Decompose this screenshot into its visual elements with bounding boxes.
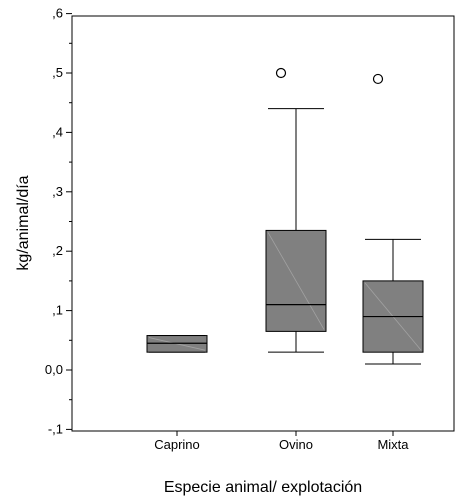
y-tick-label: ,4 (52, 124, 63, 139)
x-tick-label: Caprino (154, 437, 200, 452)
y-tick-label: ,1 (52, 303, 63, 318)
outlier-point (275, 67, 287, 79)
box-diagonal (267, 232, 325, 330)
chart-marks: ,6 ,5 ,4 ,3 ,2 ,1 0,0 -,1 Caprino Ovino Mixta (45, 6, 424, 452)
x-axis-title: Especie animal/ explotación (164, 479, 362, 496)
y-axis-title: kg/animal/día (15, 175, 32, 270)
y-tick-label: 0,0 (45, 362, 63, 377)
x-tick-label: Ovino (279, 437, 313, 452)
y-tick-label: ,2 (52, 243, 63, 258)
outlier-point (372, 73, 384, 85)
y-tick-label: -,1 (48, 421, 63, 436)
x-tick-label: Mixta (377, 437, 409, 452)
y-tick-label: ,6 (52, 6, 63, 21)
y-tick-label: ,5 (52, 65, 63, 80)
plot-frame (71, 15, 455, 432)
y-tick-label: ,3 (52, 184, 63, 199)
